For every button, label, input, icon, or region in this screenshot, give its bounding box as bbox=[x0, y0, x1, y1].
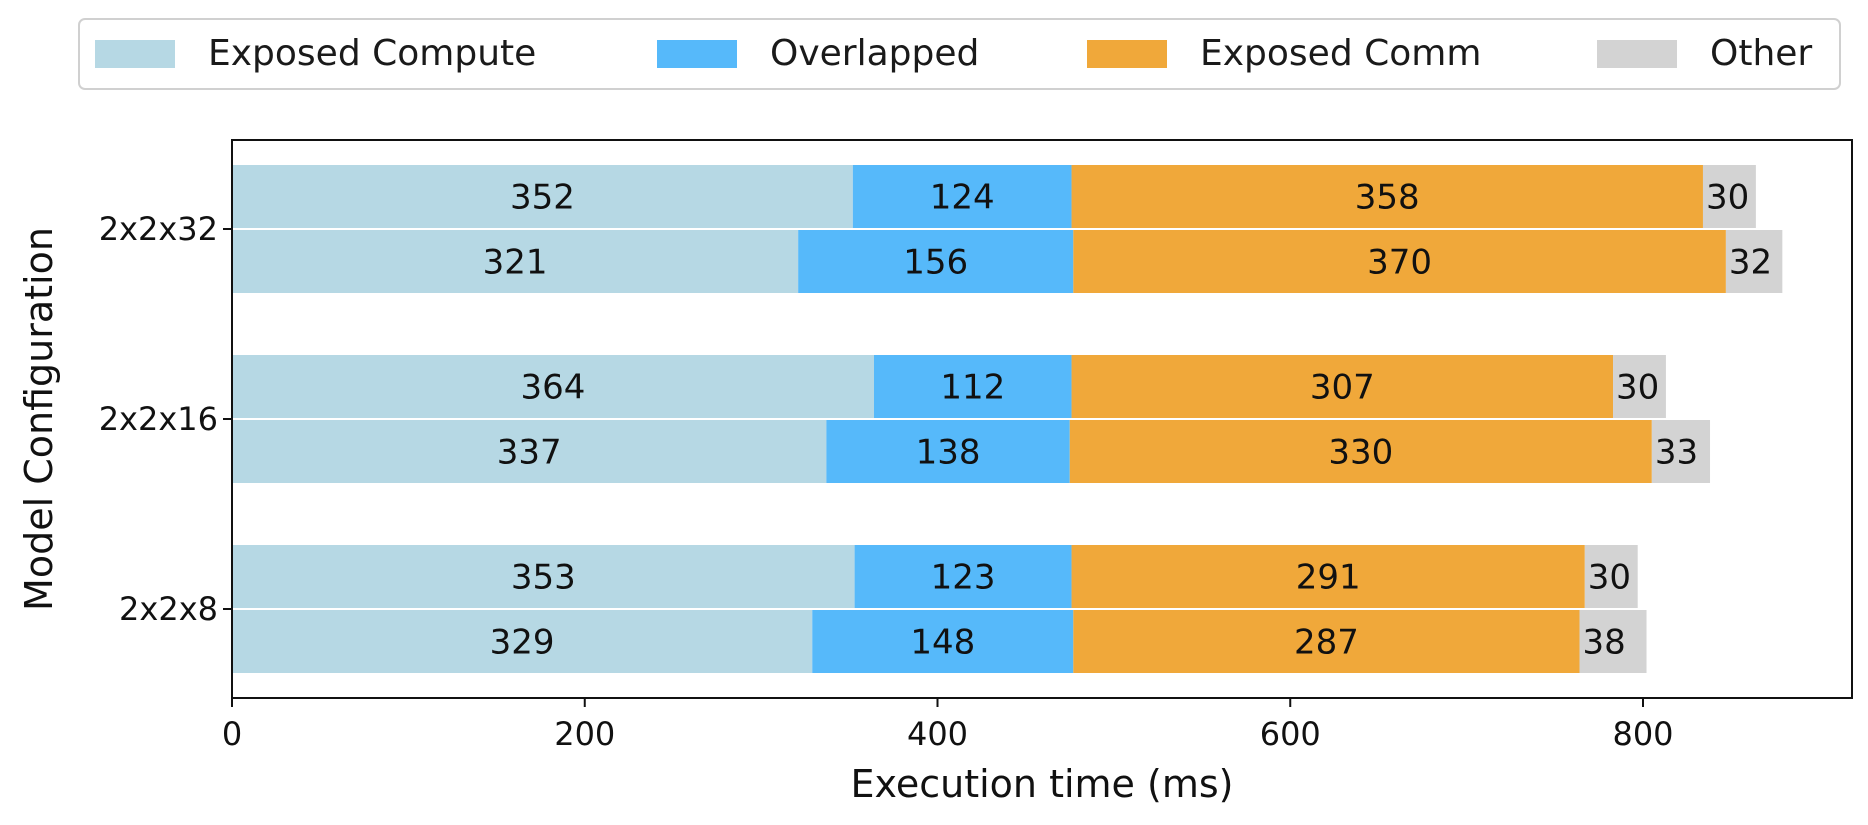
data-label: 352 bbox=[510, 178, 575, 218]
data-label: 329 bbox=[490, 623, 555, 663]
bar-segment-exposed-compute bbox=[232, 545, 855, 608]
data-label: 330 bbox=[1328, 433, 1393, 473]
bar-segment-exposed-comm bbox=[1071, 545, 1585, 608]
data-label: 307 bbox=[1310, 368, 1375, 408]
bar-segment-exposed-comm bbox=[1071, 355, 1614, 418]
x-tick-label: 200 bbox=[554, 715, 615, 753]
y-axis: 2x2x32 2x2x16 2x2x8 bbox=[99, 210, 232, 628]
bar-segment-exposed-compute bbox=[232, 420, 827, 483]
data-label: 124 bbox=[930, 178, 995, 218]
data-label: 33 bbox=[1655, 433, 1698, 473]
data-label: 370 bbox=[1367, 243, 1432, 283]
legend-label-other: Other bbox=[1710, 33, 1812, 74]
bar-segment-exposed-comm bbox=[1073, 230, 1726, 293]
data-label: 358 bbox=[1355, 178, 1420, 218]
data-label: 112 bbox=[940, 368, 1005, 408]
legend-swatch-overlapped bbox=[657, 40, 737, 68]
bar-segment-overlapped bbox=[874, 355, 1072, 418]
bar-segment-other bbox=[1584, 545, 1638, 608]
data-label: 287 bbox=[1294, 623, 1359, 663]
x-tick-label: 400 bbox=[907, 715, 968, 753]
data-label: 353 bbox=[511, 558, 576, 598]
bar-segment-other bbox=[1725, 230, 1783, 293]
bar-segment-exposed-compute bbox=[232, 165, 853, 228]
bar-segment-overlapped bbox=[826, 420, 1070, 483]
y-axis-title: Model Configuration bbox=[17, 227, 61, 611]
data-label: 38 bbox=[1583, 623, 1626, 663]
data-label: 321 bbox=[483, 243, 548, 283]
x-tick-label: 800 bbox=[1612, 715, 1673, 753]
data-label: 123 bbox=[931, 558, 996, 598]
bar-segment-exposed-comm bbox=[1071, 165, 1703, 228]
data-label: 337 bbox=[497, 433, 562, 473]
legend-swatch-exposed-comm bbox=[1087, 40, 1167, 68]
x-tick-label: 600 bbox=[1260, 715, 1321, 753]
legend-label-overlapped: Overlapped bbox=[770, 33, 979, 74]
legend-label-exposed-compute: Exposed Compute bbox=[208, 33, 536, 74]
bars-layer: 352 124 358 30 321 156 370 32 364 112 307 30 337 138 3… bbox=[232, 165, 1783, 673]
bar-segment-overlapped bbox=[852, 165, 1072, 228]
data-label: 30 bbox=[1706, 178, 1749, 218]
legend-frame bbox=[78, 18, 1841, 90]
y-tick-label: 2x2x8 bbox=[119, 590, 218, 628]
bar-segment-exposed-compute bbox=[232, 610, 813, 673]
data-label: 148 bbox=[910, 623, 975, 663]
data-label: 30 bbox=[1616, 368, 1659, 408]
data-label: 156 bbox=[903, 243, 968, 283]
bar-segment-other bbox=[1579, 610, 1647, 673]
bar-segment-exposed-comm bbox=[1073, 610, 1580, 673]
x-tick-label: 0 bbox=[222, 715, 242, 753]
bar-segment-overlapped bbox=[798, 230, 1074, 293]
bar-segment-other bbox=[1651, 420, 1711, 483]
data-label: 138 bbox=[916, 433, 981, 473]
bar-segment-other bbox=[1702, 165, 1756, 228]
x-axis-title: Execution time (ms) bbox=[851, 762, 1234, 806]
y-tick-label: 2x2x16 bbox=[99, 400, 218, 438]
legend-swatch-other bbox=[1597, 40, 1677, 68]
legend-label-exposed-comm: Exposed Comm bbox=[1200, 33, 1481, 74]
data-label: 30 bbox=[1588, 558, 1631, 598]
y-tick-label: 2x2x32 bbox=[99, 210, 218, 248]
data-label: 291 bbox=[1296, 558, 1361, 598]
data-label: 32 bbox=[1729, 243, 1772, 283]
bar-segment-exposed-compute bbox=[232, 355, 875, 418]
x-axis: 0 200 400 600 800 bbox=[222, 698, 1674, 753]
legend-swatch-exposed-compute bbox=[95, 40, 175, 68]
bar-segment-overlapped bbox=[854, 545, 1072, 608]
data-label: 364 bbox=[521, 368, 586, 408]
legend: Exposed Compute Overlapped Exposed Comm Oth… bbox=[78, 18, 1841, 90]
bar-segment-exposed-comm bbox=[1069, 420, 1652, 483]
bar-segment-overlapped bbox=[812, 610, 1074, 673]
bar-segment-exposed-compute bbox=[232, 230, 799, 293]
bar-segment-other bbox=[1613, 355, 1666, 418]
